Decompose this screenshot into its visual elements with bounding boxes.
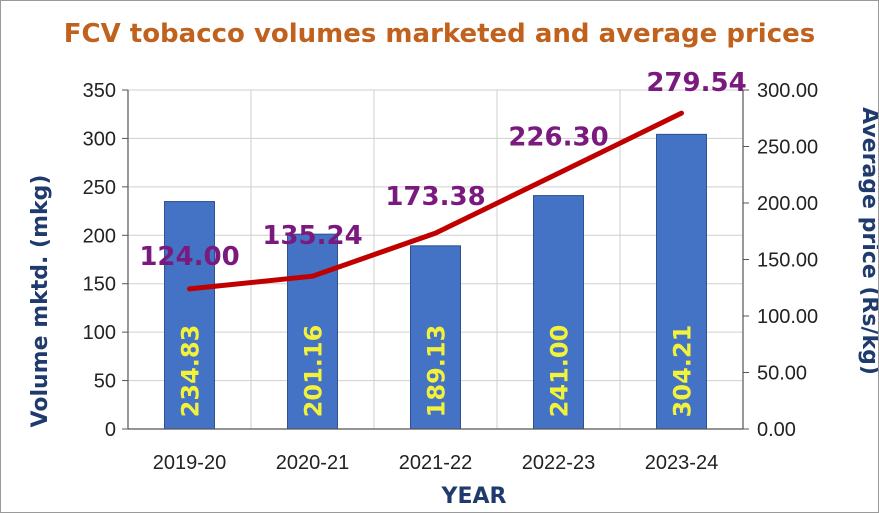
left-tick-label: 300 (83, 128, 116, 150)
price-point (679, 111, 684, 116)
volume-data-label: 241.00 (546, 325, 574, 418)
left-tick-label: 350 (83, 80, 116, 102)
volume-data-label: 201.16 (300, 325, 328, 418)
volume-data-labels: 234.83 201.16 189.13 241.00 304.21 (177, 325, 697, 418)
category-label: 2023-24 (645, 452, 718, 474)
left-tick-label: 100 (83, 322, 116, 344)
price-data-label: 124.00 (139, 242, 239, 272)
right-tick-label: 0.00 (757, 419, 796, 441)
category-ticks: 2019-20 2020-21 2021-22 2022-23 2023-24 (153, 452, 718, 474)
volume-bar (164, 201, 215, 430)
volume-data-label: 189.13 (423, 325, 451, 418)
y2-axis-title: Average price (Rs/kg) (857, 107, 878, 375)
price-point (433, 231, 438, 236)
price-point (310, 274, 315, 279)
left-tick-label: 250 (83, 177, 116, 199)
volume-data-label: 234.83 (177, 325, 205, 418)
left-tick-label: 50 (94, 371, 116, 393)
category-label: 2019-20 (153, 452, 226, 474)
x-axis-title: YEAR (441, 484, 507, 509)
price-data-label: 135.24 (262, 221, 362, 251)
left-tick-label: 200 (83, 225, 116, 247)
right-axis-ticks: 0.00 50.00 100.00 150.00 200.00 250.00 300.00 (743, 80, 818, 441)
volume-bar (656, 133, 707, 430)
price-point (556, 171, 561, 176)
right-tick-label: 150.00 (757, 250, 818, 272)
volume-bar (410, 245, 461, 430)
chart-title: FCV tobacco volumes marketed and average… (63, 19, 816, 49)
right-tick-label: 50.00 (757, 363, 807, 385)
right-tick-label: 200.00 (757, 193, 818, 215)
left-axis-ticks: 0 50 100 150 200 250 300 350 (83, 80, 128, 441)
category-label: 2022-23 (522, 452, 595, 474)
category-label: 2020-21 (276, 452, 349, 474)
price-data-label: 226.30 (508, 122, 608, 152)
price-data-label: 279.54 (646, 68, 746, 98)
right-tick-label: 100.00 (757, 306, 818, 328)
price-line-group (187, 110, 684, 292)
price-data-label: 173.38 (385, 182, 485, 212)
volume-bars (164, 133, 707, 430)
right-tick-label: 300.00 (757, 80, 818, 102)
right-tick-label: 250.00 (757, 137, 818, 159)
left-tick-label: 150 (83, 274, 116, 296)
volume-bar (287, 233, 338, 430)
volume-data-label: 304.21 (669, 325, 697, 418)
left-tick-label: 0 (105, 419, 116, 441)
price-point (187, 286, 192, 291)
y-axis-title: Volume mktd. (mkg) (28, 175, 53, 428)
price-data-labels: 124.00 135.24 173.38 226.30 279.54 (139, 68, 746, 272)
volume-bar (533, 195, 584, 430)
category-label: 2021-22 (399, 452, 472, 474)
